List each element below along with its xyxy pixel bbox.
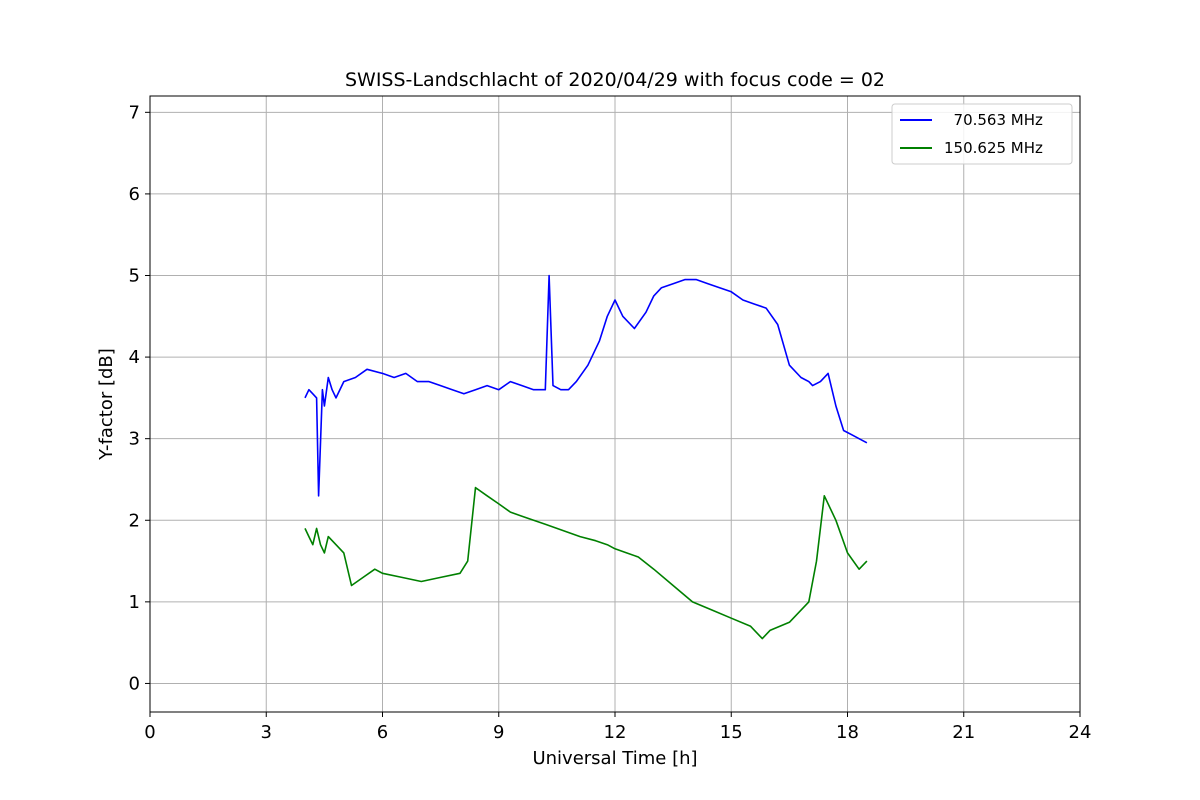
x-tick-label: 24: [1069, 722, 1092, 743]
y-tick-label: 0: [129, 673, 140, 694]
x-tick-label: 6: [377, 722, 388, 743]
x-tick-label: 18: [836, 722, 859, 743]
legend: 70.563 MHz 150.625 MHz: [891, 103, 1073, 165]
chart-title: SWISS-Landschlacht of 2020/04/29 with fo…: [345, 69, 885, 91]
y-tick-label: 6: [129, 184, 140, 205]
x-tick-label: 21: [952, 722, 975, 743]
x-tick-label: 15: [720, 722, 743, 743]
y-tick-label: 4: [129, 347, 140, 368]
x-tick-label: 9: [493, 722, 504, 743]
x-tick-label: 12: [604, 722, 627, 743]
y-tick-label: 2: [129, 510, 140, 531]
y-tick-label: 3: [129, 429, 140, 450]
y-tick-label: 7: [129, 102, 140, 123]
series-line-70mhz: [304, 274, 868, 497]
legend-box: [891, 103, 1073, 165]
legend-label-70mhz: 70.563 MHz: [944, 111, 1043, 129]
x-tick-label: 3: [261, 722, 272, 743]
series-line-150mhz: [304, 486, 868, 640]
legend-label-150mhz: 150.625 MHz: [944, 139, 1043, 157]
series-layer: [304, 274, 868, 640]
x-tick-label: 0: [144, 722, 155, 743]
y-tick-label: 1: [129, 592, 140, 613]
y-axis-label: Y-factor [dB]: [96, 348, 117, 461]
x-axis-label: Universal Time [h]: [532, 748, 697, 769]
y-tick-label: 5: [129, 265, 140, 286]
